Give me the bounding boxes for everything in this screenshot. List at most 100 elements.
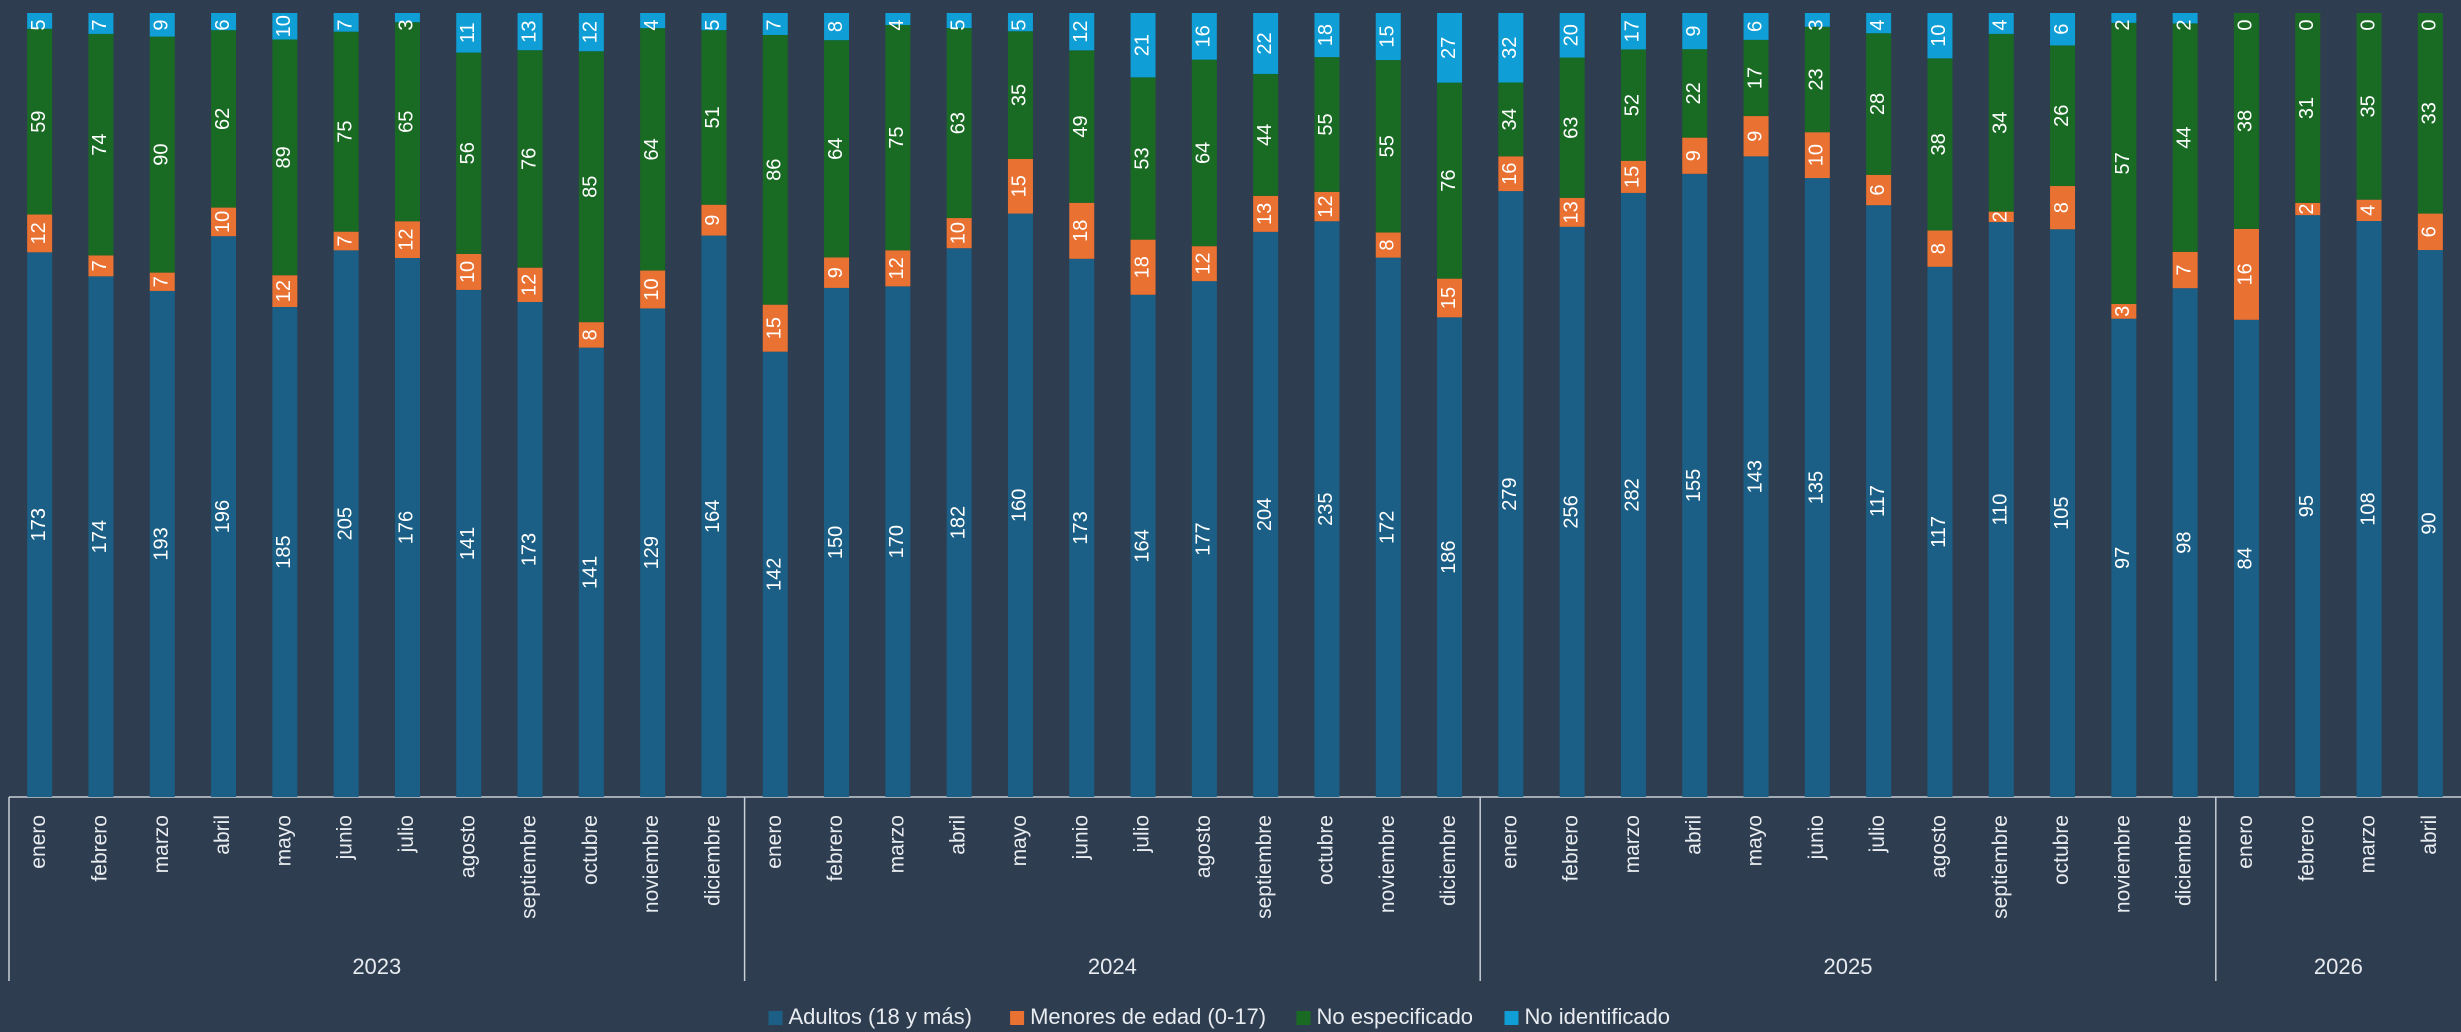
x-tick-label: junio [334,815,357,860]
data-label: 22 [1683,82,1705,104]
bar-segment [1375,13,1401,61]
data-label: 193 [151,527,173,560]
data-label: 13 [518,20,540,42]
x-tick-label: mayo [1008,815,1031,866]
bar-segment [1988,211,2014,223]
bar-segment [2050,186,2076,230]
data-label: 17 [1622,20,1644,42]
bar-segment [701,30,727,205]
data-label: 6 [2419,226,2441,237]
data-label: 7 [151,276,173,287]
data-label: 7 [2173,264,2195,275]
bar-segment [1743,13,1769,40]
x-tick-label: octubre [579,815,602,885]
bar-segment [27,252,53,798]
x-tick-label: abril [1682,815,1705,855]
bar-segment [272,275,298,307]
data-label: 89 [273,146,295,168]
data-label: 6 [1867,184,1889,195]
bar-segment [1927,266,1953,797]
bar-segment [2050,45,2076,187]
bar-segment [1314,221,1340,797]
bar-segment [2233,13,2259,229]
bar-segment [578,347,604,797]
data-label: 10 [212,211,234,233]
data-label: 76 [518,148,540,170]
data-label: 185 [273,535,295,568]
bar-segment [701,204,727,236]
group-label: 2025 [1824,954,1873,979]
legend-label: Menores de edad (0-17) [1030,1004,1266,1029]
data-label: 9 [151,19,173,30]
x-tick-label: septiembre [518,815,541,919]
data-label: 142 [764,558,786,591]
bar-segment [1437,82,1463,279]
x-tick-label: marzo [2357,815,2380,873]
data-label: 9 [1744,131,1766,142]
x-tick-label: junio [1805,815,1828,860]
bar-segment [2111,303,2137,319]
legend-swatch [1010,1011,1025,1025]
bar-segment [456,52,482,254]
data-label: 20 [1560,24,1582,46]
bar-segment [149,290,175,797]
x-tick-label: agosto [456,815,479,878]
x-tick-label: noviembre [1376,815,1399,913]
bar-segment [333,13,359,32]
bar-segment [578,13,604,52]
bar-segment [1007,31,1033,159]
data-label: 85 [580,176,602,198]
data-label: 7 [764,19,786,30]
bar-segment [946,13,972,29]
data-label: 12 [518,274,540,296]
data-label: 129 [641,536,663,569]
bar-segment [885,286,911,797]
data-label: 16 [2235,263,2257,285]
bar-segment [824,257,850,288]
data-label: 12 [273,280,295,302]
data-label: 7 [89,260,111,271]
data-label: 32 [1499,37,1521,59]
bar-segment [1927,58,1953,231]
bar-segment [1498,13,1524,83]
x-tick-label: diciembre [1437,815,1460,906]
bar-segment [456,253,482,290]
data-label: 8 [580,329,602,340]
data-label: 8 [1377,240,1399,251]
bar-segment [272,307,298,797]
bar-segment [88,255,114,277]
data-label: 15 [1377,25,1399,47]
data-label: 105 [2051,496,2073,529]
bar-segment [1866,205,1892,798]
bar-segment [1743,116,1769,157]
data-label: 182 [947,506,969,539]
bar-segment [1743,39,1769,117]
x-tick-label: mayo [272,815,295,866]
bar-segment [824,40,850,258]
bar-segment [2417,13,2443,214]
bar-segment [1682,137,1708,174]
data-label: 34 [1499,108,1521,130]
bar-segment [640,308,666,797]
bar-segment [1620,49,1646,161]
data-label: 75 [886,127,908,149]
data-label: 186 [1438,540,1460,573]
bar-segment [1804,178,1830,798]
bar-segment [272,13,298,40]
bar-segment [2050,13,2076,46]
data-label: 12 [28,222,50,244]
data-label: 63 [1560,117,1582,139]
x-tick-label: enero [763,815,786,869]
bar-segment [946,248,972,797]
data-label: 155 [1683,469,1705,502]
data-label: 13 [1560,201,1582,223]
data-label: 0 [2235,19,2257,30]
data-label: 9 [1683,150,1705,161]
group-label: 2023 [352,954,401,979]
data-label: 164 [702,500,724,533]
data-label: 8 [2051,202,2073,213]
bar-segment [578,322,604,348]
x-tick-label: noviembre [2111,815,2134,913]
legend-label: No especificado [1317,1004,1474,1029]
